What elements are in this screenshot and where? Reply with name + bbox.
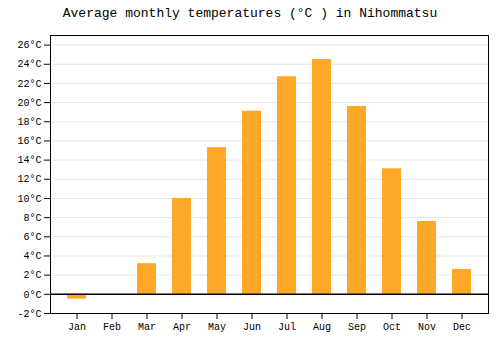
svg-text:Jul: Jul [278, 322, 296, 333]
svg-text:Sep: Sep [348, 322, 366, 333]
svg-text:May: May [208, 322, 226, 333]
svg-text:10°C: 10°C [17, 194, 41, 205]
svg-text:14°C: 14°C [17, 155, 41, 166]
svg-text:2°C: 2°C [23, 270, 41, 281]
svg-text:24°C: 24°C [17, 59, 41, 70]
svg-text:8°C: 8°C [23, 213, 41, 224]
html-text:Average monthly temperatures (: Average monthly temperatures (°C ) in Ni… [62, 6, 438, 21]
svg-text:6°C: 6°C [23, 232, 41, 243]
svg-text:Dec: Dec [453, 322, 471, 333]
svg-text:Jun: Jun [243, 322, 261, 333]
svg-text:Aug: Aug [313, 322, 331, 333]
svg-text:-2°C: -2°C [17, 309, 41, 320]
svg-text:26°C: 26°C [17, 40, 41, 51]
svg-text:Apr: Apr [173, 322, 191, 333]
svg-text:Oct: Oct [383, 322, 401, 333]
svg-text:16°C: 16°C [17, 136, 41, 147]
svg-text:12°C: 12°C [17, 174, 41, 185]
svg-text:0°C: 0°C [23, 290, 41, 301]
svg-text:22°C: 22°C [17, 79, 41, 90]
svg-text:18°C: 18°C [17, 117, 41, 128]
svg-text:Mar: Mar [138, 322, 156, 333]
svg-text:Feb: Feb [103, 322, 121, 333]
svg-text:Jan: Jan [68, 322, 86, 333]
svg-text:4°C: 4°C [23, 251, 41, 262]
svg-text:20°C: 20°C [17, 98, 41, 109]
svg-text:Nov: Nov [418, 322, 436, 333]
